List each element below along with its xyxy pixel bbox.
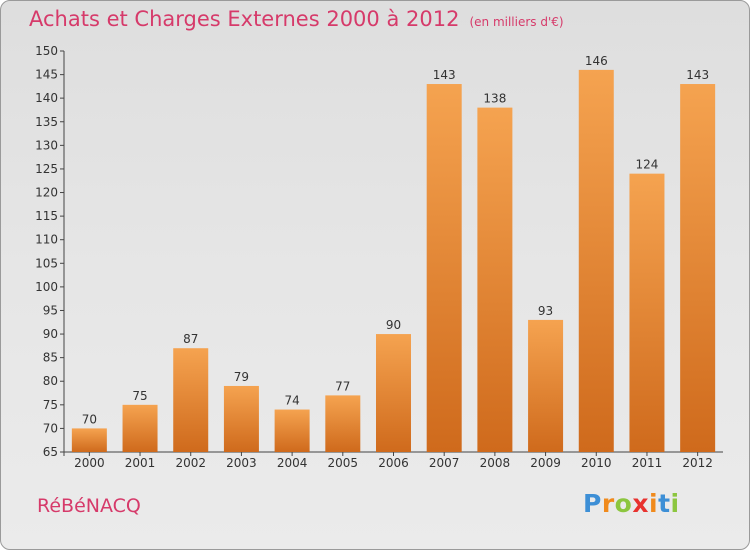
chart-title: Achats et Charges Externes 2000 à 2012: [29, 7, 460, 31]
data-label: 93: [538, 304, 553, 318]
data-label: 75: [132, 389, 147, 403]
x-tick-label: 2007: [429, 456, 460, 470]
y-tick-label: 70: [43, 421, 58, 435]
bar-2009: [528, 319, 564, 452]
logo-letter: i: [670, 489, 680, 518]
bars: [71, 69, 716, 453]
x-tick-label: 2006: [378, 456, 409, 470]
x-tick-label: 2000: [74, 456, 105, 470]
x-tick-label: 2003: [226, 456, 257, 470]
x-tick-label: 2012: [682, 456, 713, 470]
y-tick-label: 135: [35, 115, 58, 129]
data-label: 138: [483, 92, 506, 106]
data-label: 90: [386, 318, 401, 332]
bar-2000: [71, 428, 107, 452]
logo-letter: t: [658, 489, 671, 518]
y-tick-label: 100: [35, 280, 58, 294]
bar-2002: [173, 348, 209, 452]
data-label: 124: [636, 158, 659, 172]
y-tick-label: 110: [35, 233, 58, 247]
bar-2007: [426, 84, 462, 452]
y-tick-label: 80: [43, 374, 58, 388]
y-tick-label: 140: [35, 91, 58, 105]
chart-unit: (en milliers d'€): [469, 15, 564, 29]
data-label: 146: [585, 54, 608, 68]
y-tick-label: 65: [43, 445, 58, 459]
proxiti-logo: Proxiti: [583, 489, 680, 518]
bar-2008: [477, 107, 513, 453]
y-tick-label: 95: [43, 303, 58, 317]
bar-2006: [376, 334, 411, 452]
logo-letter: r: [601, 489, 615, 518]
y-tick-label: 130: [35, 138, 58, 152]
y-tick-label: 90: [43, 327, 58, 341]
data-label: 74: [284, 394, 299, 408]
data-label: 87: [183, 332, 198, 346]
y-tick-label: 145: [35, 68, 58, 82]
chart-title-block: Achats et Charges Externes 2000 à 2012 (e…: [29, 7, 564, 31]
x-tick-label: 2004: [277, 456, 308, 470]
x-tick-label: 2011: [632, 456, 663, 470]
logo-letter: i: [649, 489, 659, 518]
bar-2005: [325, 395, 361, 452]
x-tick-label: 2008: [480, 456, 511, 470]
data-label: 79: [234, 370, 249, 384]
y-tick-label: 115: [35, 209, 58, 223]
bar-2004: [274, 409, 310, 452]
data-label: 143: [433, 68, 456, 82]
axes: 65 70 75 80 85 90 95 100 105 110 115 120 125 130 135 14…: [35, 44, 723, 470]
data-label: 143: [686, 68, 709, 82]
town-name: RéBéNACQ: [37, 495, 141, 517]
bar-2003: [223, 385, 259, 452]
logo-letter: P: [583, 489, 602, 518]
y-tick-label: 120: [35, 186, 58, 200]
bar-2010: [578, 69, 614, 452]
logo-letter: o: [614, 489, 633, 518]
logo-letter: x: [632, 489, 649, 518]
x-tick-label: 2010: [581, 456, 612, 470]
y-tick-label: 150: [35, 44, 58, 58]
y-tick-label: 125: [35, 162, 58, 176]
y-tick-label: 85: [43, 351, 58, 365]
x-tick-label: 2001: [125, 456, 156, 470]
bar-2001: [122, 404, 158, 452]
x-tick-label: 2002: [175, 456, 206, 470]
x-tick-label: 2009: [530, 456, 561, 470]
bar-2012: [680, 84, 716, 452]
y-tick-label: 75: [43, 398, 58, 412]
y-tick-label: 105: [35, 256, 58, 270]
bar-2011: [629, 173, 665, 453]
x-tick-label: 2005: [328, 456, 359, 470]
data-label: 77: [335, 379, 350, 393]
data-labels: 70 75 87 79 74 77 90 143 138 93 146 124 143: [82, 54, 709, 427]
data-label: 70: [82, 412, 97, 426]
